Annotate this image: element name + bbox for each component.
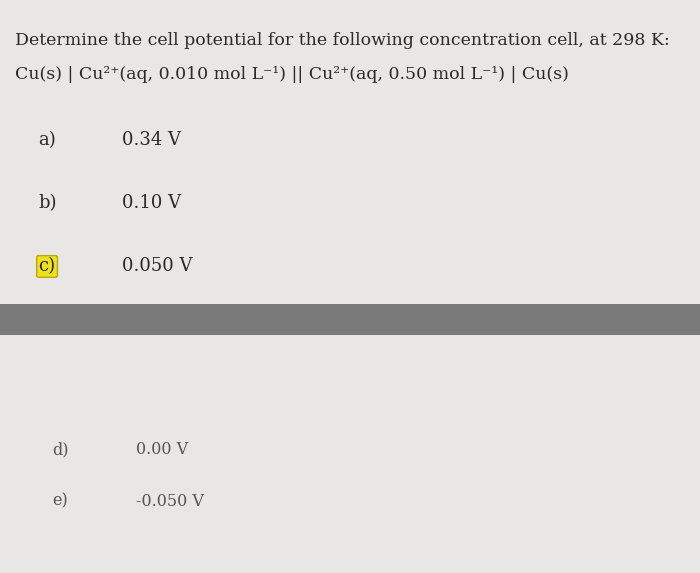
Text: Determine the cell potential for the following concentration cell, at 298 K:: Determine the cell potential for the fol…: [15, 32, 670, 49]
Text: d): d): [52, 441, 69, 458]
Text: c): c): [38, 257, 55, 276]
Text: 0.050 V: 0.050 V: [122, 257, 193, 276]
Text: -0.050 V: -0.050 V: [136, 493, 204, 510]
Text: Cu(s) | Cu²⁺(aq, 0.010 mol L⁻¹) || Cu²⁺(aq, 0.50 mol L⁻¹) | Cu(s): Cu(s) | Cu²⁺(aq, 0.010 mol L⁻¹) || Cu²⁺(…: [15, 66, 569, 83]
FancyBboxPatch shape: [0, 304, 700, 335]
Text: b): b): [38, 194, 57, 213]
Text: 0.00 V: 0.00 V: [136, 441, 188, 458]
Text: e): e): [52, 493, 69, 510]
Text: 0.34 V: 0.34 V: [122, 131, 181, 150]
Text: 0.10 V: 0.10 V: [122, 194, 181, 213]
Text: a): a): [38, 131, 56, 150]
